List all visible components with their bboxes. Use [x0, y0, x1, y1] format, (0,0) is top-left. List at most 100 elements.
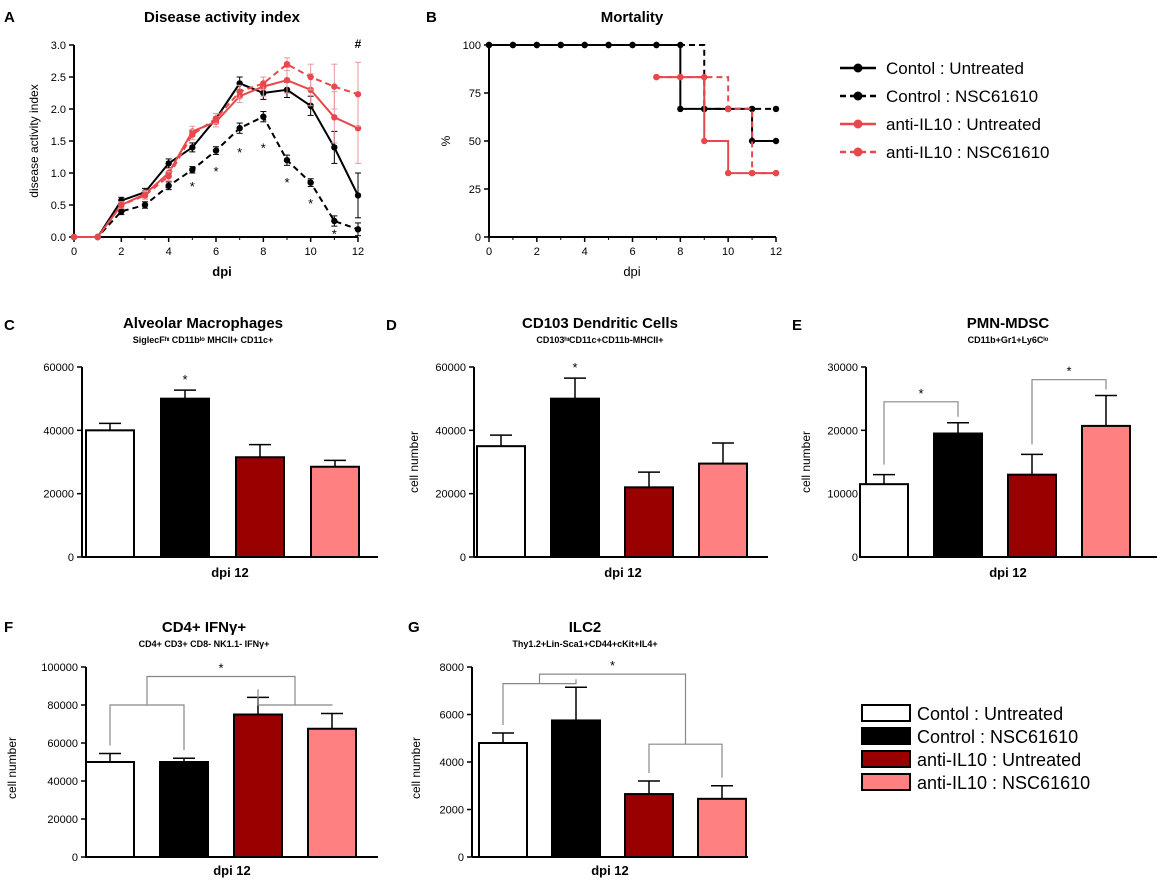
panel-b-series-2-point	[605, 41, 612, 49]
panel-f-title: CD4+ IFNγ+	[162, 619, 246, 636]
panel-b-series-4-point	[772, 169, 780, 177]
panel-g-ytick-label: 2000	[440, 805, 464, 817]
panel-b-ylabel: %	[439, 135, 453, 146]
panel-a-series-4-point	[283, 60, 291, 68]
legend-top-label: anti-IL10 : Untreated	[886, 115, 1041, 134]
panel-a-annotation: *	[213, 164, 218, 179]
panel-f-ylabel: cell number	[5, 737, 19, 799]
panel-b-ytick-label: 25	[469, 184, 481, 196]
panel-g-bar	[551, 719, 601, 858]
panel-a-ytick-label: 1.0	[51, 168, 66, 180]
panel-e-bracket	[883, 401, 959, 465]
panel-letter-c: C	[4, 317, 15, 334]
panel-letter-f: F	[4, 619, 13, 636]
panel-c-bar	[85, 429, 135, 559]
panel-b-ytick-label: 100	[463, 40, 481, 52]
panel-c-alveolar-macrophages-chart: Alveolar Macrophages SiglecFʰᶦ CD11bˡᵒ M…	[43, 315, 378, 580]
panel-a-annotation: *	[332, 226, 337, 241]
panel-a-annotation: *	[284, 175, 289, 190]
panel-d-cd103-dendritic-cells-chart: CD103 Dendritic Cells CD103ʰᶦCD11c+CD11b…	[407, 315, 768, 580]
panel-f-ytick-label: 20000	[47, 814, 78, 826]
panel-a-ytick-label: 0.0	[51, 232, 66, 244]
panel-a-ytick-label: 2.5	[51, 72, 66, 84]
panel-a-xlabel: dpi	[212, 264, 232, 279]
legend-bottom-label: anti-IL10 : Untreated	[917, 750, 1081, 770]
panel-letter-g: G	[408, 619, 420, 636]
panel-a-series-2-point	[236, 125, 243, 132]
legend-top-swatch-marker	[853, 91, 863, 101]
panel-d-significance-star: *	[572, 360, 577, 375]
panel-f-ytick-label: 80000	[47, 700, 78, 712]
legend-bottom-swatch	[861, 750, 911, 768]
panel-a-annotation: *	[261, 141, 266, 156]
panel-g-ytick-label: 0	[458, 852, 464, 864]
panel-f-bar	[159, 761, 209, 858]
panel-a-series-2-point	[260, 113, 267, 120]
panel-f-xlabel: dpi 12	[213, 863, 251, 878]
legend-bottom-swatch	[861, 704, 911, 722]
panel-f-pair-bracket-left	[109, 704, 185, 751]
panel-d-bar	[624, 486, 674, 559]
panel-b-series-2-point	[748, 105, 756, 113]
panel-b-series-4-point	[677, 73, 684, 81]
legend-top-swatch-marker	[853, 63, 863, 73]
panel-e-bracket-star: *	[1066, 364, 1071, 379]
legend-bottom-label: Control : NSC61610	[917, 727, 1078, 747]
panel-a-xtick-label: 4	[166, 246, 172, 258]
panel-letter-a: A	[4, 9, 15, 26]
panel-b-series-4-line	[656, 76, 776, 175]
panel-c-xlabel: dpi 12	[211, 565, 249, 580]
panel-b-series-2-point	[653, 41, 660, 49]
panel-b-xtick-label: 10	[722, 246, 734, 258]
panel-e-ytick-label: 10000	[827, 489, 858, 501]
panel-b-ytick-label: 50	[469, 136, 481, 148]
panel-c-ytick-label: 60000	[43, 362, 74, 374]
panel-b-series-2-point	[485, 41, 493, 49]
panel-b-series-4-point	[748, 169, 756, 177]
panel-a-series-1-point	[331, 144, 338, 151]
panel-d-subtitle: CD103ʰᶦCD11c+CD11b-MHCII+	[536, 335, 663, 345]
panel-f-ytick-label: 40000	[47, 776, 78, 788]
panel-a-series-4-point	[94, 233, 101, 241]
legend-bottom-swatch	[861, 773, 911, 791]
panel-a-series-4-point	[141, 192, 149, 199]
panel-b-xtick-label: 12	[770, 246, 782, 258]
panel-a-series-2-point	[354, 226, 362, 233]
panel-b-series-1-point	[677, 105, 684, 113]
panel-e-bar	[859, 483, 909, 558]
panel-c-ytick-label: 40000	[43, 425, 74, 437]
legend-top-label: Control : NSC61610	[886, 87, 1038, 106]
panel-b-series-4-point	[701, 73, 708, 81]
panel-a-title: Disease activity index	[144, 9, 301, 26]
panel-a-series-3-point	[331, 114, 338, 121]
panel-g-xlabel: dpi 12	[591, 863, 629, 878]
panel-a-series-1-point	[165, 160, 172, 167]
panel-e-bar	[933, 432, 983, 558]
panel-b-series-3-point	[724, 169, 732, 177]
panel-g-group-bracket-star: *	[610, 658, 615, 673]
panel-g-bar	[624, 793, 674, 858]
panel-b-mortality-chart: Mortality % dpi 0 25 50 75 100 0 2 4 6 8 10 12	[439, 9, 782, 279]
panel-a-series-4-point	[118, 201, 125, 209]
panel-a-ytick-label: 0.5	[51, 200, 66, 212]
panel-f-bar	[233, 713, 283, 858]
legend-bottom-label: anti-IL10 : NSC61610	[917, 773, 1090, 793]
panel-e-xlabel: dpi 12	[989, 565, 1027, 580]
panel-a-series-2-point	[118, 208, 125, 215]
panel-f-group-bracket-star: *	[218, 661, 223, 676]
panel-b-series-3-point	[701, 137, 708, 145]
panel-f-bar	[307, 727, 357, 858]
panel-a-xtick-label: 0	[71, 246, 77, 258]
panel-c-bar	[160, 397, 210, 558]
panel-e-bar	[1007, 473, 1057, 558]
panel-g-ytick-label: 4000	[440, 757, 464, 769]
panel-c-ytick-label: 0	[68, 552, 74, 564]
panel-d-xlabel: dpi 12	[604, 565, 642, 580]
panel-a-series-2-point	[141, 201, 149, 209]
panel-f-subtitle: CD4+ CD3+ CD8- NK1.1- IFNγ+	[139, 639, 270, 649]
panel-c-bar	[235, 456, 285, 558]
panel-e-bar	[1081, 424, 1131, 558]
panel-f-ytick-label: 0	[72, 852, 78, 864]
panel-a-xtick-label: 10	[305, 246, 317, 258]
panel-g-ilc2-chart: ILC2 Thy1.2+Lin-Sca1+CD44+cKit+IL4+ cell…	[409, 619, 748, 878]
